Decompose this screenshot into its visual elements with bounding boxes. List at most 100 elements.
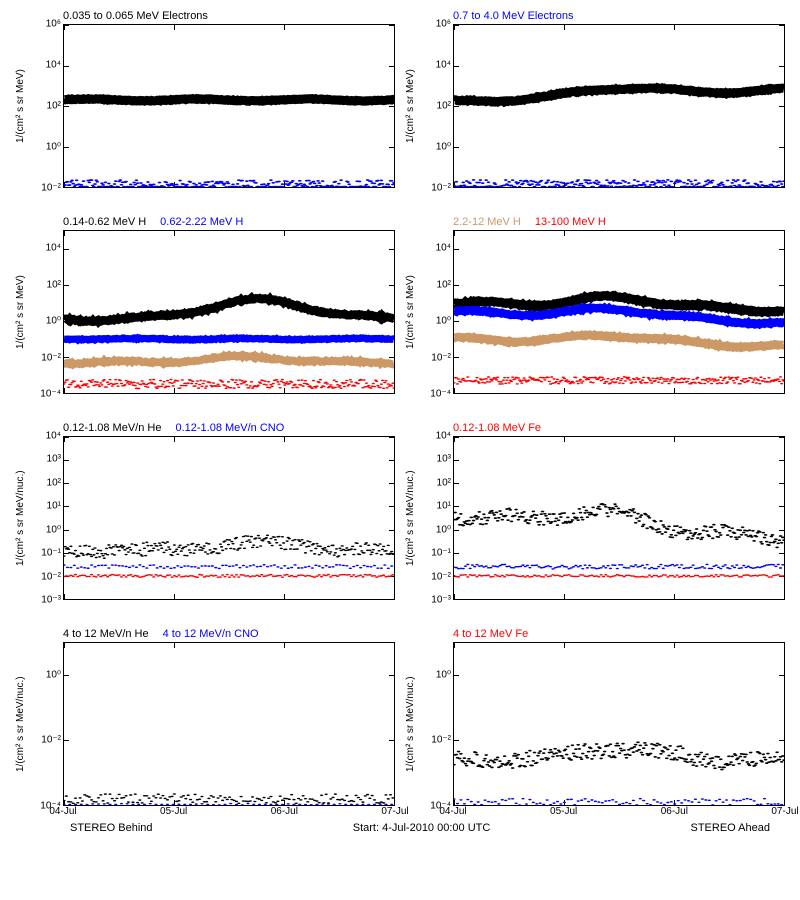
series-svg (454, 231, 784, 393)
title-part: 0.14-0.62 MeV H (63, 216, 146, 230)
y-tick-label: 10⁴ (436, 243, 451, 254)
series-svg (454, 25, 784, 187)
y-tick-label: 10⁻⁴ (430, 389, 451, 400)
x-tick-label: 06-Jul (661, 806, 688, 817)
y-axis-label: 1/(cm² s sr MeV) (405, 230, 419, 394)
y-ticks: 10⁻⁴10⁻²10⁰ (419, 642, 453, 806)
panel-r3-c0: 4 to 12 MeV/n He4 to 12 MeV/n CNO 1/(cm² … (15, 628, 395, 818)
x-tick-label: 07-Jul (771, 806, 798, 817)
y-tick-label: 10⁻¹ (41, 548, 61, 559)
x-tick-label: 05-Jul (550, 806, 577, 817)
y-axis-label: 1/(cm² s sr MeV/nuc.) (405, 642, 419, 806)
plot-area (453, 230, 785, 394)
panel-r0-c0: 0.035 to 0.065 MeV Electrons 1/(cm² s sr … (15, 10, 395, 200)
panel-r1-c0: 0.14-0.62 MeV H 0.62-2.22 MeV H 1/(cm² s s… (15, 216, 395, 406)
x-ticks (453, 188, 785, 200)
y-tick-label: 10³ (437, 454, 451, 465)
x-ticks (63, 188, 395, 200)
plot-area (453, 24, 785, 188)
y-tick-label: 10⁴ (46, 431, 61, 442)
y-tick-label: 10⁻² (431, 183, 451, 194)
y-tick-label: 10⁰ (46, 142, 61, 153)
title-part: 0.12-1.08 MeV/n CNO (175, 422, 284, 436)
title-part: 2.2-12 MeV H (453, 216, 521, 230)
y-tick-label: 10⁻² (41, 735, 61, 746)
y-tick-label: 10⁰ (436, 669, 451, 680)
y-tick-label: 10⁰ (46, 524, 61, 535)
y-tick-label: 10⁻³ (41, 595, 61, 606)
y-tick-label: 10⁰ (46, 669, 61, 680)
panel-r3-c1: 4 to 12 MeV Fe 1/(cm² s sr MeV/nuc.)10⁻⁴1… (405, 628, 785, 818)
panel-title: 4 to 12 MeV/n He4 to 12 MeV/n CNO (63, 628, 395, 642)
panel-title: 0.7 to 4.0 MeV Electrons (453, 10, 785, 24)
y-axis-label: 1/(cm² s sr MeV) (15, 24, 29, 188)
plot-area (63, 24, 395, 188)
y-tick-label: 10⁴ (46, 243, 61, 254)
panel-title: 4 to 12 MeV Fe (453, 628, 785, 642)
y-axis-label: 1/(cm² s sr MeV/nuc.) (405, 436, 419, 600)
x-ticks (63, 394, 395, 406)
y-tick-label: 10¹ (47, 501, 61, 512)
panel-r2-c0: 0.12-1.08 MeV/n He0.12-1.08 MeV/n CNO 1/(… (15, 422, 395, 612)
panel-r2-c1: 0.12-1.08 MeV Fe 1/(cm² s sr MeV/nuc.) 10⁻… (405, 422, 785, 612)
panel-r0-c1: 0.7 to 4.0 MeV Electrons1/(cm² s sr MeV)… (405, 10, 785, 200)
line-series (64, 99, 394, 102)
y-axis-label: 1/(cm² s sr MeV/nuc.) (15, 642, 29, 806)
y-ticks: 10⁻²10⁰10²10⁴10⁶ (419, 24, 453, 188)
y-tick-label: 10⁻⁴ (40, 389, 61, 400)
plot-area (63, 436, 395, 600)
y-axis-label: 1/(cm² s sr MeV) (15, 230, 29, 394)
line-series (454, 335, 784, 348)
chart-grid: 0.035 to 0.065 MeV Electrons 1/(cm² s sr … (10, 10, 790, 818)
y-tick-label: 10² (437, 101, 451, 112)
plot-area (63, 642, 395, 806)
y-tick-label: 10³ (47, 454, 61, 465)
y-tick-label: 10⁶ (46, 19, 61, 30)
y-ticks: 10⁻⁴10⁻²10⁰10²10⁴ (419, 230, 453, 394)
title-part: 0.12-1.08 MeV Fe (453, 422, 541, 436)
panel-title: 0.12-1.08 MeV Fe (453, 422, 785, 436)
y-tick-label: 10⁻² (41, 183, 61, 194)
x-tick-label: 06-Jul (271, 806, 298, 817)
footer: STEREO Behind Start: 4-Jul-2010 00:00 UT… (10, 822, 790, 834)
y-tick-label: 10⁰ (436, 316, 451, 327)
series-svg (64, 25, 394, 187)
plot-area (453, 436, 785, 600)
x-ticks (453, 394, 785, 406)
plot-area (453, 642, 785, 806)
x-ticks (63, 600, 395, 612)
x-ticks (453, 600, 785, 612)
y-tick-label: 10⁰ (436, 142, 451, 153)
y-tick-label: 10² (47, 477, 61, 488)
title-part: 0.035 to 0.065 MeV Electrons (63, 10, 208, 24)
footer-center: Start: 4-Jul-2010 00:00 UTC (353, 822, 491, 834)
x-tick-label: 04-Jul (49, 806, 76, 817)
panel-title: 2.2-12 MeV H 13-100 MeV H (453, 216, 785, 230)
y-tick-label: 10⁻³ (431, 595, 451, 606)
y-tick-label: 10⁰ (436, 524, 451, 535)
title-part: 4 to 12 MeV Fe (453, 628, 528, 642)
y-ticks: 10⁻³10⁻²10⁻¹10⁰10¹10²10³10⁴ (29, 436, 63, 600)
y-tick-label: 10² (47, 279, 61, 290)
series-svg (454, 437, 784, 599)
y-ticks: 10⁻²10⁰10²10⁴10⁶ (29, 24, 63, 188)
series-svg (454, 643, 784, 805)
title-part: 4 to 12 MeV/n He (63, 628, 149, 642)
line-series (64, 298, 394, 322)
y-ticks: 10⁻⁴10⁻²10⁰ (29, 642, 63, 806)
line-series (454, 88, 784, 102)
y-ticks: 10⁻⁴10⁻²10⁰10²10⁴ (29, 230, 63, 394)
title-part: 0.62-2.22 MeV H (160, 216, 243, 230)
y-tick-label: 10⁻² (41, 571, 61, 582)
y-tick-label: 10² (437, 477, 451, 488)
title-part: 0.7 to 4.0 MeV Electrons (453, 10, 573, 24)
title-part: 13-100 MeV H (535, 216, 606, 230)
panel-title: 0.12-1.08 MeV/n He0.12-1.08 MeV/n CNO (63, 422, 395, 436)
y-tick-label: 10⁴ (436, 60, 451, 71)
y-tick-label: 10⁰ (46, 316, 61, 327)
panel-title: 0.035 to 0.065 MeV Electrons (63, 10, 395, 24)
y-axis-label: 1/(cm² s sr MeV/nuc.) (15, 436, 29, 600)
x-tick-label: 04-Jul (439, 806, 466, 817)
y-tick-label: 10⁻¹ (431, 548, 451, 559)
footer-left: STEREO Behind (70, 822, 153, 834)
